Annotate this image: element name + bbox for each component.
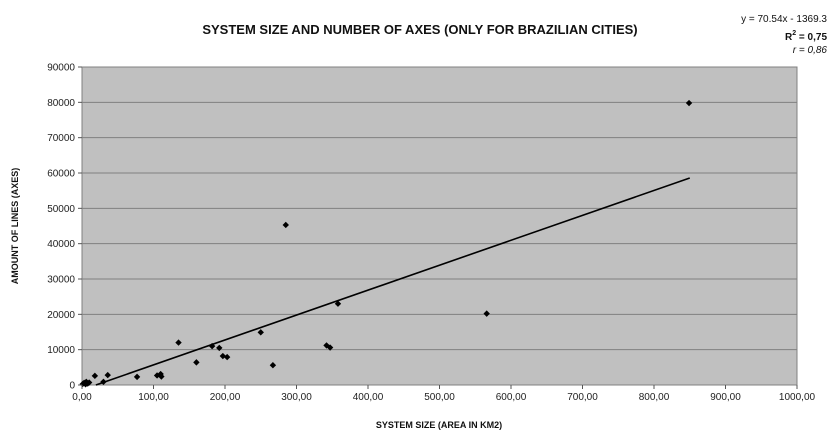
x-axis-ticks: 0,00 100,00 200,00 300,00 400,00 500,00 600,00…	[72, 385, 816, 403]
y-tick-label: 10000	[47, 345, 75, 356]
data-point	[91, 372, 99, 380]
y-tick-label: 70000	[47, 133, 75, 144]
x-tick-label: 500,00	[424, 392, 455, 403]
gridlines	[82, 101, 797, 351]
trendline-layer	[95, 177, 691, 386]
data-point	[158, 373, 165, 380]
y-tick-label: 50000	[47, 204, 75, 215]
y-tick-label: 20000	[47, 310, 75, 321]
x-tick-label: 600,00	[496, 392, 527, 403]
data-point	[219, 352, 227, 360]
data-point	[326, 344, 334, 351]
data-point	[175, 339, 182, 346]
y-tick-label: 30000	[47, 275, 75, 286]
x-tick-label: 800,00	[639, 392, 670, 403]
r-squared-letter: R	[785, 32, 793, 43]
data-point	[133, 373, 141, 381]
x-axis-title: SYSTEM SIZE (AREA IN KM2)	[376, 420, 502, 430]
y-tick-label: 60000	[47, 169, 75, 180]
x-tick-label: 200,00	[210, 392, 241, 403]
x-tick-label: 1000,00	[779, 392, 816, 403]
y-tick-label: 90000	[47, 63, 75, 74]
data-point	[193, 359, 200, 366]
trendline	[95, 177, 691, 386]
data-points	[79, 99, 693, 388]
r-squared-superscript: 2	[792, 30, 796, 37]
plot-area	[81, 66, 798, 386]
r-squared-label: R2 = 0,75	[785, 30, 827, 43]
x-tick-label: 300,00	[281, 392, 312, 403]
x-tick-label: 700,00	[567, 392, 598, 403]
y-axis-title: AMOUNT OF LINES (AXES)	[10, 168, 20, 285]
data-point	[282, 221, 289, 229]
r-squared-value: = 0,75	[796, 32, 827, 43]
trendline-equation: y = 70.54x - 1369.3	[741, 14, 827, 25]
x-tick-label: 0,00	[72, 392, 92, 403]
correlation-label: r = 0,86	[793, 45, 828, 56]
y-axis-ticks: 0 10000 20000 30000 40000 50000 60000 70000 8000…	[47, 63, 82, 392]
data-point	[257, 329, 264, 336]
x-tick-label: 100,00	[138, 392, 169, 403]
y-tick-label: 0	[69, 381, 75, 392]
x-tick-label: 400,00	[353, 392, 384, 403]
chart-title: SYSTEM SIZE AND NUMBER OF AXES (ONLY FOR…	[202, 22, 637, 37]
x-tick-label: 900,00	[710, 392, 741, 403]
data-point	[685, 99, 693, 107]
data-point	[269, 362, 277, 369]
y-tick-label: 80000	[47, 98, 75, 109]
data-point	[85, 379, 93, 386]
data-point	[483, 310, 490, 317]
y-tick-label: 40000	[47, 239, 75, 250]
data-point	[216, 344, 223, 352]
data-point	[100, 378, 107, 386]
data-point	[208, 342, 216, 350]
data-point	[104, 371, 111, 379]
data-point	[334, 300, 342, 307]
data-point	[223, 353, 231, 361]
